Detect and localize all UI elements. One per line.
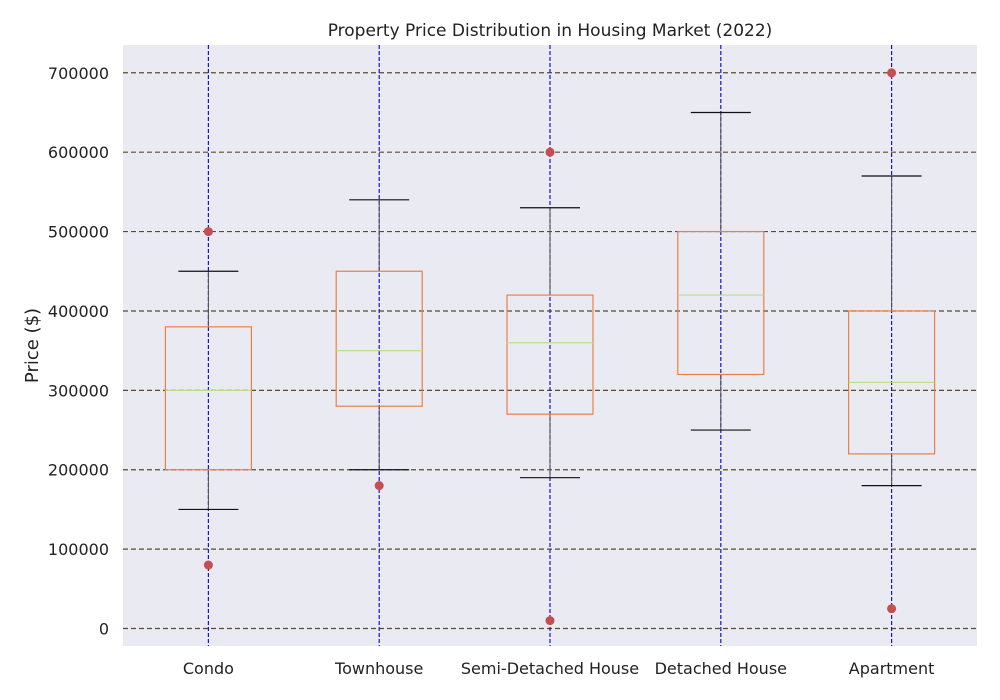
box-group: [335, 199, 423, 491]
outlier-point: [203, 227, 213, 237]
tick-layer: 0 100000 200000 300000 400000 500000 600000 700…: [48, 64, 934, 678]
y-axis-label: Price ($): [22, 308, 43, 383]
y-tick-label: 700000: [48, 64, 109, 83]
outlier-point: [374, 481, 384, 491]
y-tick-label: 200000: [48, 461, 109, 480]
outlier-point: [545, 147, 555, 157]
y-tick-label: 600000: [48, 143, 109, 162]
outlier-point: [203, 560, 213, 570]
y-tick-label: 400000: [48, 302, 109, 321]
box-layer: [164, 68, 936, 626]
y-tick-label: 300000: [48, 381, 109, 400]
x-tick-label: Apartment: [849, 659, 935, 678]
outlier-point: [545, 616, 555, 626]
y-tick-label: 100000: [48, 540, 109, 559]
box-group: [506, 147, 594, 626]
outlier-point: [887, 68, 897, 78]
x-tick-label: Condo: [183, 659, 234, 678]
chart-title: Property Price Distribution in Housing M…: [328, 21, 773, 41]
box-iqr: [506, 294, 594, 415]
outlier-point: [887, 604, 897, 614]
box-group: [677, 111, 765, 431]
x-tick-label: Detached House: [655, 659, 787, 678]
x-tick-label: Townhouse: [334, 659, 423, 678]
box-group: [847, 68, 936, 614]
box-iqr: [677, 230, 765, 376]
box-iqr: [164, 326, 252, 471]
x-tick-label: Semi-Detached House: [461, 659, 639, 678]
y-tick-label: 500000: [48, 223, 109, 242]
y-tick-label: 0: [99, 620, 109, 639]
box-group: [164, 227, 252, 570]
box-iqr: [335, 270, 423, 407]
